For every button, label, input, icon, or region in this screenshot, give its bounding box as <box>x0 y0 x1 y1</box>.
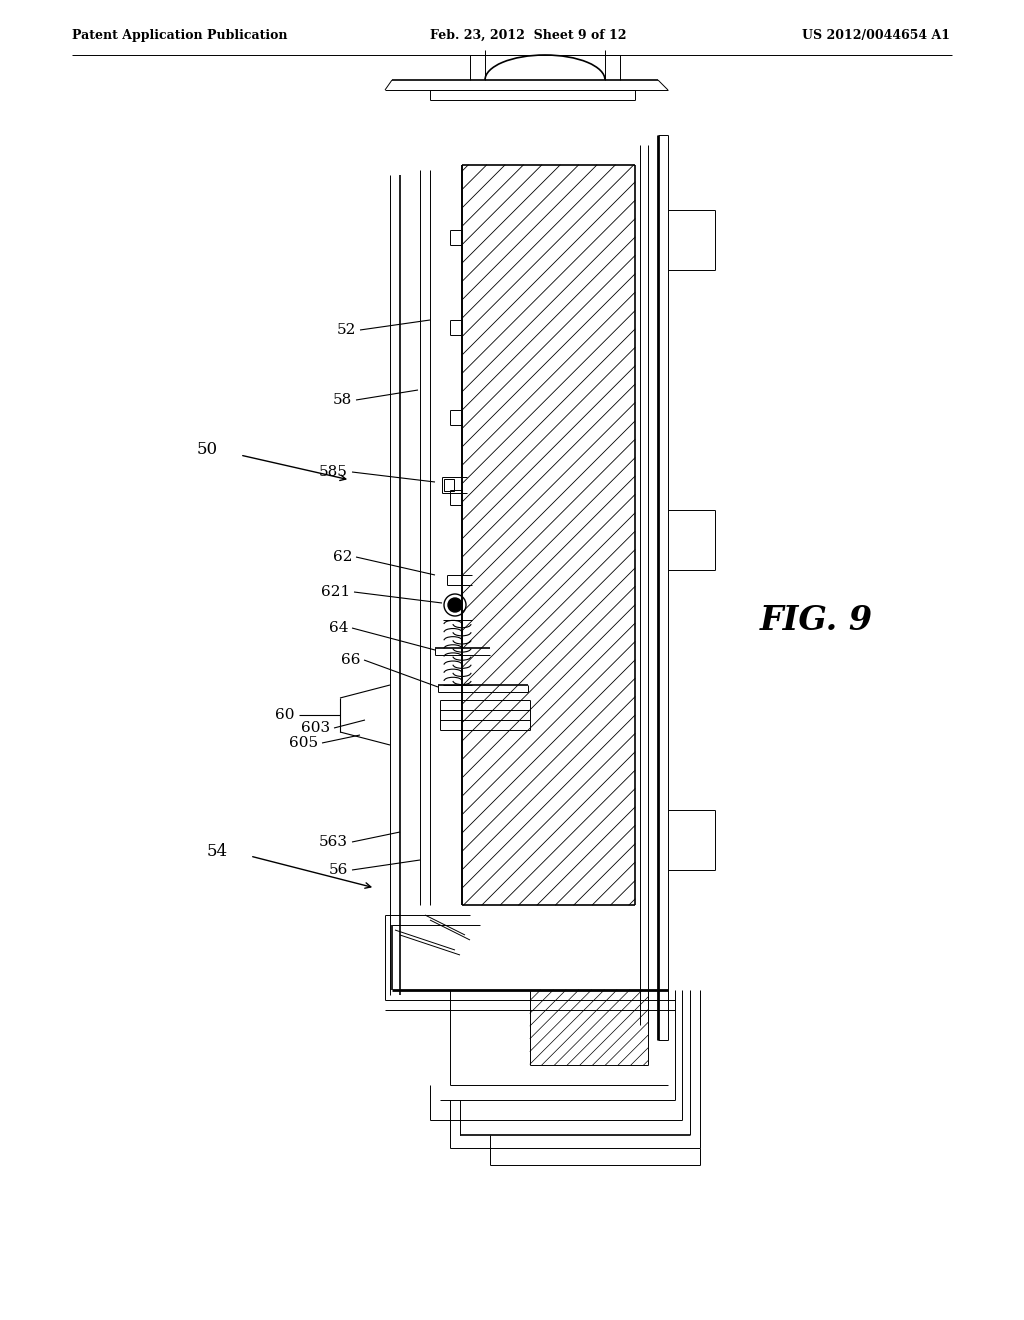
Text: 56: 56 <box>329 863 348 876</box>
Text: 605: 605 <box>289 737 318 750</box>
Text: Patent Application Publication: Patent Application Publication <box>72 29 288 41</box>
Text: 54: 54 <box>207 843 228 861</box>
Text: 585: 585 <box>319 465 348 479</box>
Text: 50: 50 <box>197 441 218 458</box>
Circle shape <box>449 598 462 612</box>
Text: 60: 60 <box>275 708 295 722</box>
Text: US 2012/0044654 A1: US 2012/0044654 A1 <box>802 29 950 41</box>
Text: 66: 66 <box>341 653 360 667</box>
Text: FIG. 9: FIG. 9 <box>760 603 873 636</box>
Polygon shape <box>462 165 635 906</box>
Text: 563: 563 <box>319 836 348 849</box>
Text: 621: 621 <box>321 585 350 599</box>
Text: 58: 58 <box>333 393 352 407</box>
Text: 52: 52 <box>337 323 356 337</box>
Text: 62: 62 <box>333 550 352 564</box>
Polygon shape <box>530 990 648 1065</box>
Bar <box>444 479 454 491</box>
Text: Feb. 23, 2012  Sheet 9 of 12: Feb. 23, 2012 Sheet 9 of 12 <box>430 29 627 41</box>
Text: 603: 603 <box>301 721 330 735</box>
Text: 64: 64 <box>329 620 348 635</box>
